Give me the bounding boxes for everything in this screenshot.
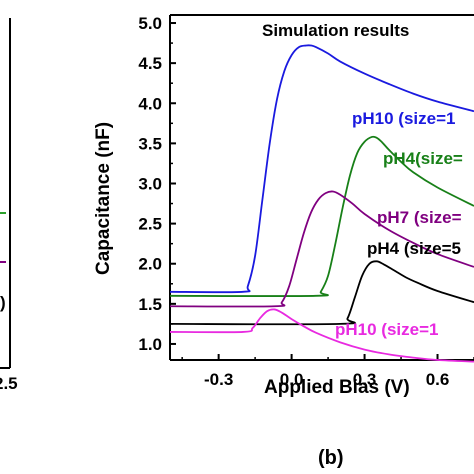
series-line-4 — [169, 308, 474, 363]
y-tick-label: 2.0 — [138, 255, 162, 274]
y-tick-label: 5.0 — [138, 14, 162, 33]
panel-label: (b) — [318, 447, 344, 469]
y-tick-label: 3.5 — [138, 134, 162, 153]
series-line-0 — [169, 44, 474, 294]
left-x-tick-fragment: 2.5 — [0, 374, 18, 393]
chart-title: Simulation results — [262, 21, 409, 40]
series-line-1 — [169, 135, 474, 298]
series-label-ph4-black: pH4 (size=5 — [367, 239, 461, 258]
series-label-ph7-purple: pH7 (size= — [377, 208, 462, 227]
series-label-ph10-magenta: pH10 (size=1 — [335, 320, 438, 339]
series-label-ph4-green: pH4(size= — [383, 149, 463, 168]
y-axis-title: Capacitance (nF) — [93, 122, 114, 275]
x-tick-label: 0.3 — [353, 370, 377, 389]
plot-frame — [169, 14, 474, 361]
left-legend-fragment: ) — [0, 293, 6, 312]
x-tick-label: -0.3 — [204, 370, 233, 389]
left-panel-fragment: ) 2.5 — [0, 18, 18, 393]
x-tick-label: 0.0 — [280, 370, 304, 389]
series-line-3 — [169, 260, 474, 326]
y-tick-label: 2.5 — [138, 215, 162, 234]
y-tick-label: 4.5 — [138, 54, 162, 73]
series-lines — [169, 44, 474, 363]
series-line-2 — [169, 190, 474, 308]
y-tick-label: 1.0 — [138, 335, 162, 354]
series-label-ph10-blue: pH10 (size=1 — [352, 109, 455, 128]
y-tick-label: 3.0 — [138, 174, 162, 193]
x-axis-title: Applied Bias (V) — [264, 377, 410, 398]
y-tick-label: 1.5 — [138, 295, 162, 314]
y-tick-label: 4.0 — [138, 94, 162, 113]
y-axis-ticks: 1.0 1.5 2.0 2.5 3.0 3.5 4.0 4.5 5.0 — [138, 14, 176, 354]
x-tick-label: 0.6 — [426, 370, 450, 389]
x-axis-ticks: -0.30.00.30.60 — [181, 354, 474, 389]
